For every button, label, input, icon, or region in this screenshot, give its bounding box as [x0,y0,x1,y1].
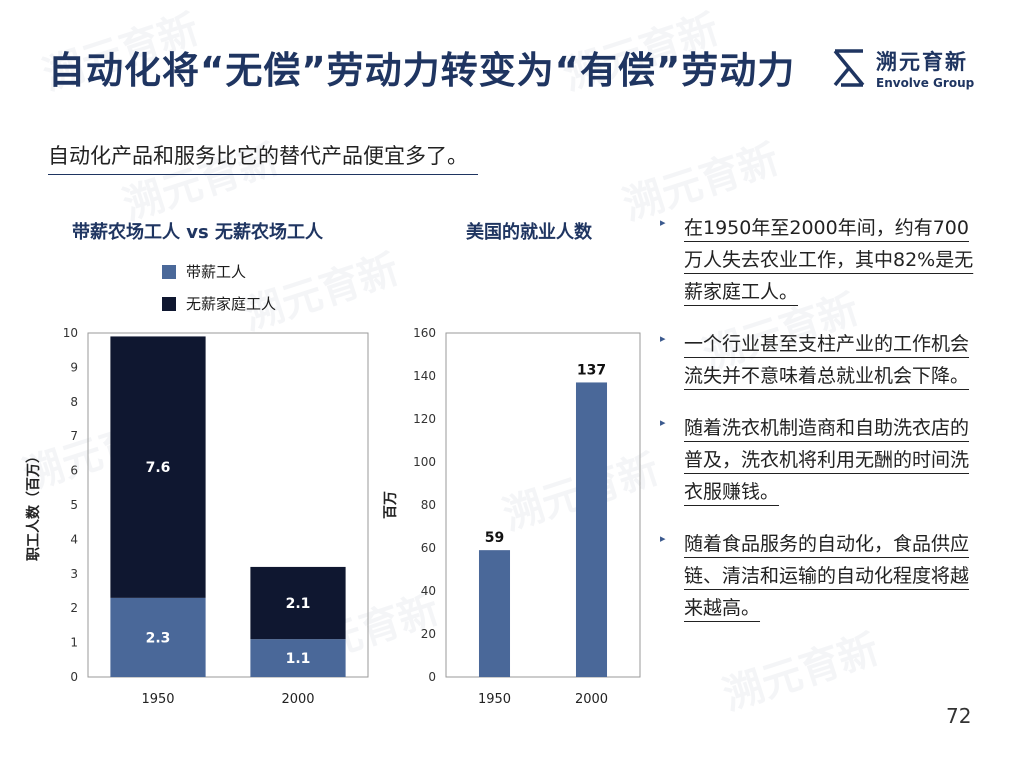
bullet-item: ▸ 在1950年至2000年间，约有700万人失去农业工作，其中82%是无薪家庭… [658,212,978,308]
bullet-text: 在1950年至2000年间，约有700万人失去农业工作，其中82%是无薪家庭工人… [684,217,974,303]
plot-frame [445,332,641,678]
bar [110,336,206,598]
legend-label-unpaid: 无薪家庭工人 [186,295,277,313]
bullet-arrow-icon: ▸ [660,216,666,229]
legend-item-paid: 带薪工人 [162,263,246,281]
page-number: 72 [946,704,972,728]
bar [575,382,608,677]
legend-label-paid: 带薪工人 [186,263,247,281]
bar [250,566,346,640]
logo-name-cn: 溯元育新 [876,50,968,74]
logo-name-en: Envolve Group [876,76,975,90]
data-label: 7.6 [146,460,171,476]
plot-frame [87,332,369,678]
bullet-text: 一个行业甚至支柱产业的工作机会流失并不意味着总就业机会下降。 [684,333,970,387]
data-label: 2.3 [146,630,171,646]
y-tick-label: 160 [413,326,436,340]
y-tick-label: 2 [70,601,78,615]
bullet-arrow-icon: ▸ [660,332,666,345]
y-tick-label: 40 [421,584,436,598]
y-tick-label: 7 [70,429,78,443]
chart-title-farm-workers: 带薪农场工人 vs 无薪农场工人 [72,222,323,243]
legend-swatch-paid [162,265,176,279]
chart-employment: 0 20 40 60 80 100 120 140 160 百万 1950 59 2000 137 [383,326,641,707]
chart-title-employment: 美国的就业人数 [466,222,592,243]
x-tick-label: 2000 [575,692,608,707]
y-tick-label: 9 [70,360,78,374]
bar [110,597,206,677]
y-tick-label: 5 [70,498,78,512]
data-label: 1.1 [286,651,311,667]
y-tick-label: 6 [70,464,78,478]
y-tick-label: 1 [70,636,78,650]
y-tick-label: 20 [421,627,436,641]
bullet-text: 随着洗衣机制造商和自助洗衣店的普及，洗衣机将利用无酬的时间洗衣服赚钱。 [684,417,970,503]
bar [478,550,511,677]
bullet-text: 随着食品服务的自动化，食品供应链、清洁和运输的自动化程度将越来越高。 [684,533,970,619]
data-label: 137 [577,362,606,378]
data-label: 2.1 [286,596,311,612]
bullet-item: ▸ 随着食品服务的自动化，食品供应链、清洁和运输的自动化程度将越来越高。 [658,528,978,624]
y-tick-label: 120 [413,412,436,426]
y-tick-label: 0 [428,670,436,684]
y-tick-label: 8 [70,395,78,409]
chart-farm-workers: 0 1 2 3 4 5 6 7 8 9 10 职工人数（百万） 1950 2.3 7.6 2000 1.1 2.1 [25,326,369,707]
company-logo: 溯元育新 Envolve Group [832,46,992,96]
bullet-arrow-icon: ▸ [660,532,666,545]
legend-swatch-unpaid [162,297,176,311]
data-label: 59 [485,530,504,546]
legend-item-unpaid: 无薪家庭工人 [162,295,276,313]
y-tick-label: 60 [421,541,436,555]
y-tick-label: 4 [70,532,78,546]
bullet-arrow-icon: ▸ [660,416,666,429]
y-tick-label: 100 [413,455,436,469]
y-tick-label: 0 [70,670,78,684]
x-tick-label: 2000 [281,692,314,707]
y-axis-title: 职工人数（百万） [25,449,42,561]
logo-mark-icon [833,49,865,87]
bullet-item: ▸ 一个行业甚至支柱产业的工作机会流失并不意味着总就业机会下降。 [658,328,978,392]
bullet-list: ▸ 在1950年至2000年间，约有700万人失去农业工作，其中82%是无薪家庭… [658,212,978,644]
x-tick-label: 1950 [478,692,511,707]
bullet-item: ▸ 随着洗衣机制造商和自助洗衣店的普及，洗衣机将利用无酬的时间洗衣服赚钱。 [658,412,978,508]
x-tick-label: 1950 [141,692,174,707]
y-tick-label: 10 [63,326,78,340]
y-axis-title: 百万 [383,491,399,519]
y-tick-label: 140 [413,369,436,383]
bar [250,639,346,677]
page-title: 自动化将“无偿”劳动力转变为“有偿”劳动力 [48,49,796,92]
y-tick-label: 3 [70,567,78,581]
page-subtitle: 自动化产品和服务比它的替代产品便宜多了。 [48,140,478,175]
y-tick-label: 80 [421,498,436,512]
